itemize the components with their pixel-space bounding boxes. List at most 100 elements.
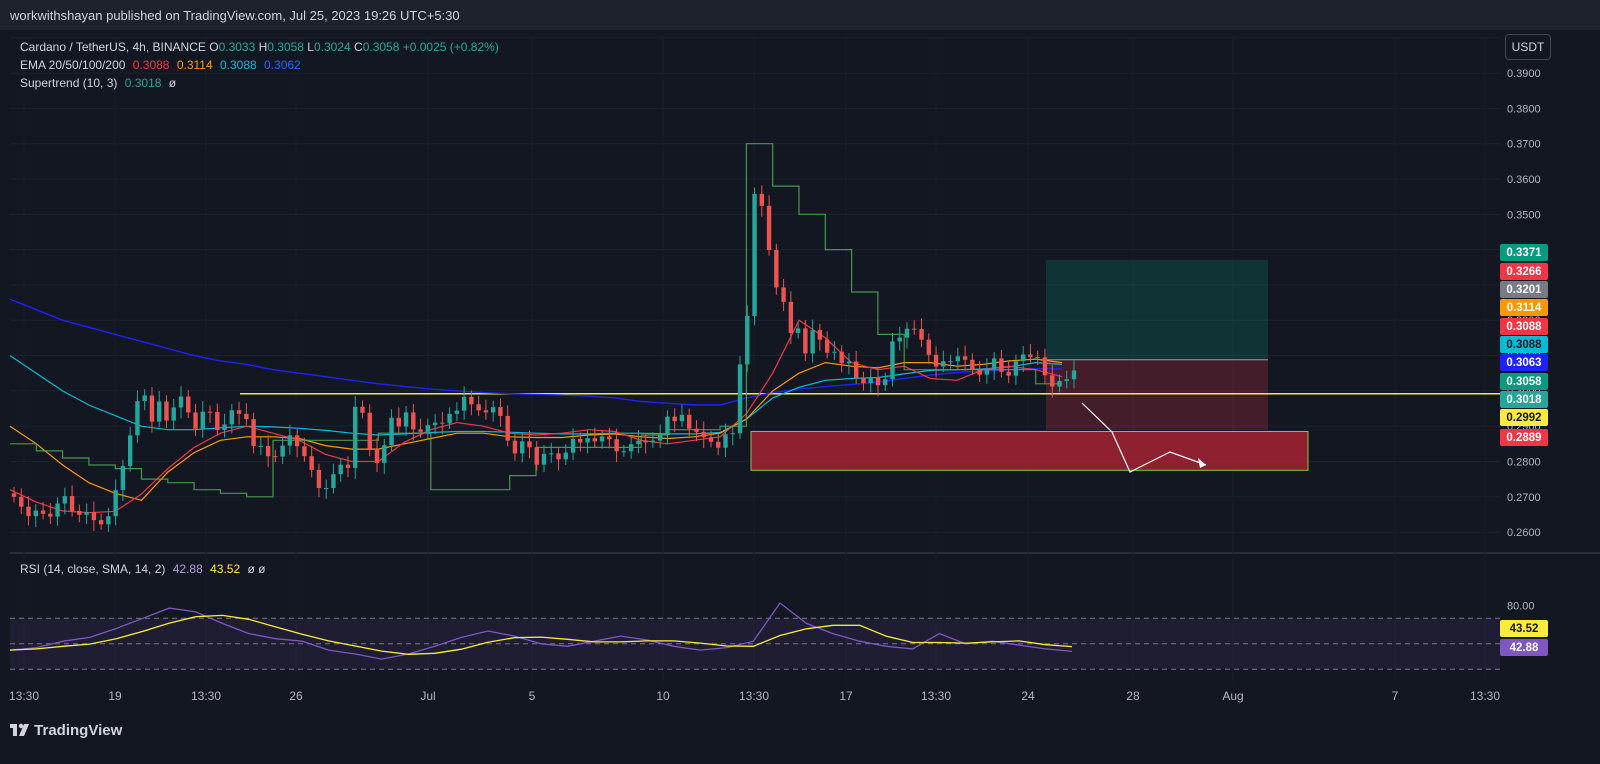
candle: [955, 356, 961, 362]
candle: [469, 396, 474, 405]
ohlc-c: C0.3058: [350, 40, 400, 54]
candle: [432, 422, 438, 426]
rsi-ma-line: [9, 614, 1073, 655]
candle: [745, 316, 750, 365]
candle: [919, 329, 924, 340]
candle: [113, 490, 118, 517]
candle: [868, 377, 873, 384]
time-tick-label: 19: [108, 689, 122, 703]
ema50-line: [9, 358, 1063, 501]
publish-header: workwithshayan published on TradingView.…: [0, 0, 1600, 30]
candle: [991, 358, 997, 369]
candle: [541, 453, 547, 465]
candle: [40, 510, 46, 514]
candle: [316, 469, 322, 488]
rsi-ma-value: 43.52: [210, 562, 241, 576]
projection-arrow: [1198, 458, 1206, 468]
ema100-line: [9, 355, 1063, 436]
candle: [607, 436, 612, 440]
candle: [657, 435, 663, 441]
candle: [1057, 380, 1062, 387]
time-tick-label: 13:30: [921, 689, 951, 703]
time-tick-label: 7: [1392, 689, 1399, 703]
price-badge-label: 0.3058: [1506, 376, 1542, 388]
price-tick-label: 0.2700: [1507, 492, 1541, 504]
candle: [839, 351, 844, 364]
candle: [875, 377, 881, 386]
candle: [127, 435, 133, 467]
candle: [302, 446, 307, 457]
candle: [258, 445, 264, 447]
candle: [665, 416, 670, 436]
price-badge-label: 0.2992: [1506, 412, 1541, 424]
candle: [483, 410, 489, 413]
candle: [897, 337, 902, 342]
price-badge: [1500, 281, 1548, 298]
ema-legend: EMA 20/50/100/200 0.3088 0.3114 0.3088 0…: [20, 58, 301, 72]
rsi-tick-label: 80.00: [1507, 601, 1535, 613]
price-tick-label: 0.2800: [1507, 456, 1541, 468]
candle: [614, 439, 619, 452]
candle: [824, 339, 830, 353]
time-tick-label: 5: [529, 689, 536, 703]
candle: [672, 416, 677, 422]
candle: [251, 419, 256, 446]
candle: [440, 422, 445, 424]
candle: [803, 328, 808, 354]
candle: [345, 464, 351, 468]
rsi-badge-label: 43.52: [1510, 623, 1539, 635]
demand-zone: [750, 430, 1309, 471]
ema20-value: 0.3088: [132, 58, 170, 72]
time-tick-label: 26: [289, 689, 303, 703]
candle: [962, 356, 968, 360]
symbol-legend: Cardano / TetherUS, 4h, BINANCE O0.3033 …: [20, 40, 499, 54]
candle: [55, 503, 60, 517]
candle: [215, 412, 220, 431]
price-badge: [1500, 318, 1548, 335]
candle: [135, 401, 140, 436]
candle: [91, 511, 97, 521]
candle: [926, 339, 931, 355]
price-badge-label: 0.3063: [1506, 357, 1541, 369]
candle: [193, 412, 198, 429]
candle: [353, 406, 358, 468]
chart-frame[interactable]: [10, 30, 1590, 730]
candle: [273, 456, 278, 458]
candle: [1028, 354, 1033, 357]
candle: [970, 359, 975, 370]
candle: [186, 396, 191, 413]
candle: [759, 193, 765, 206]
candle: [48, 513, 53, 517]
candle: [120, 466, 126, 491]
candle: [810, 330, 815, 354]
candle: [933, 354, 939, 367]
publish-info: workwithshayan published on TradingView.…: [10, 8, 460, 23]
currency-button[interactable]: USDT: [1505, 34, 1551, 60]
ema-label: EMA 20/50/100/200: [20, 58, 126, 72]
price-tick-label: 0.2600: [1507, 527, 1541, 539]
candle: [701, 431, 706, 438]
candle: [556, 453, 561, 460]
supertrend-value: 0.3018: [124, 76, 162, 90]
candle: [512, 440, 518, 454]
candle: [563, 452, 568, 460]
candle: [84, 511, 89, 515]
candle: [650, 440, 656, 443]
candle: [280, 445, 285, 457]
candle: [106, 516, 111, 525]
candle: [730, 433, 735, 435]
ohlc-h: H0.3058: [255, 40, 304, 54]
candle: [229, 410, 235, 425]
ema100-value: 0.3088: [219, 58, 257, 72]
candle: [454, 410, 460, 414]
supertrend-suffix: ø: [168, 76, 177, 90]
candle: [19, 496, 24, 507]
rsi-suffix: ø ø: [247, 562, 266, 576]
candle: [861, 378, 866, 384]
price-badge: [1500, 409, 1548, 426]
time-tick-label: 28: [1126, 689, 1140, 703]
candle: [941, 361, 946, 367]
candle: [338, 464, 343, 475]
time-tick-label: 24: [1021, 689, 1035, 703]
